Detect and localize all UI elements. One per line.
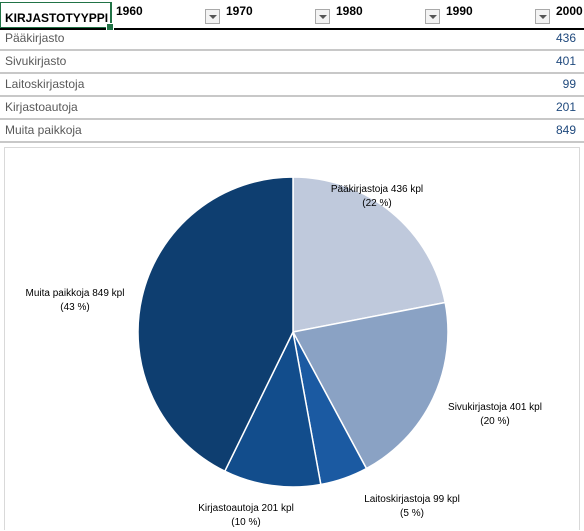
pie-chart: Pääkirjastoja 436 kpl (22 %) Sivukirjastoj… bbox=[26, 176, 542, 528]
row-label: Kirjastoautoja bbox=[5, 100, 78, 114]
row-value: 99 bbox=[562, 77, 576, 91]
header-year-1980: 1980 bbox=[336, 4, 363, 18]
row-label: Pääkirjasto bbox=[5, 31, 65, 45]
row-value: 436 bbox=[555, 31, 576, 45]
pie-slice-kirjastoautoja[interactable] bbox=[223, 329, 322, 488]
row-value: 201 bbox=[555, 100, 576, 114]
filter-dropdown-icon[interactable] bbox=[205, 9, 220, 24]
header-year-2000: 2000 bbox=[556, 4, 583, 18]
table-row[interactable]: Sivukirjasto 401 bbox=[0, 51, 584, 74]
table-row[interactable]: Pääkirjasto 436 bbox=[0, 28, 584, 51]
pie-chart-area[interactable]: Pääkirjastoja 436 kpl (22 %) Sivukirjastoj… bbox=[4, 147, 580, 530]
fill-handle-icon[interactable] bbox=[106, 23, 114, 31]
table-row[interactable]: Muita paikkoja 849 bbox=[0, 120, 584, 143]
row-value: 849 bbox=[555, 123, 576, 137]
header-row: KIRJASTOTYYPPI 1960 1970 1980 1990 2000 bbox=[0, 0, 584, 31]
row-value: 401 bbox=[555, 54, 576, 68]
table-row[interactable]: Kirjastoautoja 201 bbox=[0, 97, 584, 120]
filter-dropdown-icon[interactable] bbox=[315, 9, 330, 24]
table-row[interactable]: Laitoskirjastoja 99 bbox=[0, 74, 584, 97]
selected-cell-kirjastotyyppi[interactable]: KIRJASTOTYYPPI bbox=[0, 2, 114, 31]
header-first-col: KIRJASTOTYYPPI bbox=[5, 11, 109, 25]
row-label: Sivukirjasto bbox=[5, 54, 67, 68]
pie-label: Muita paikkoja 849 kpl (43 %) bbox=[26, 288, 125, 313]
pie-label: Kirjastoautoja 201 kpl (10 %) bbox=[198, 503, 294, 528]
pie-slice-muita-paikkoja[interactable] bbox=[137, 176, 294, 473]
pie-slice-sivukirjastoja[interactable] bbox=[291, 301, 449, 470]
header-year-1970: 1970 bbox=[226, 4, 253, 18]
header-year-1990: 1990 bbox=[446, 4, 473, 18]
pie-label: Laitoskirjastoja 99 kpl (5 %) bbox=[364, 494, 460, 519]
pie-slice-p-kirjastoja[interactable] bbox=[292, 176, 447, 333]
pie-label: Pääkirjastoja 436 kpl (22 %) bbox=[331, 184, 423, 209]
row-label: Muita paikkoja bbox=[5, 123, 82, 137]
filter-dropdown-icon[interactable] bbox=[535, 9, 550, 24]
row-label: Laitoskirjastoja bbox=[5, 77, 85, 91]
pie-label: Sivukirjastoja 401 kpl (20 %) bbox=[448, 402, 542, 427]
header-year-1960: 1960 bbox=[116, 4, 143, 18]
filter-dropdown-icon[interactable] bbox=[425, 9, 440, 24]
